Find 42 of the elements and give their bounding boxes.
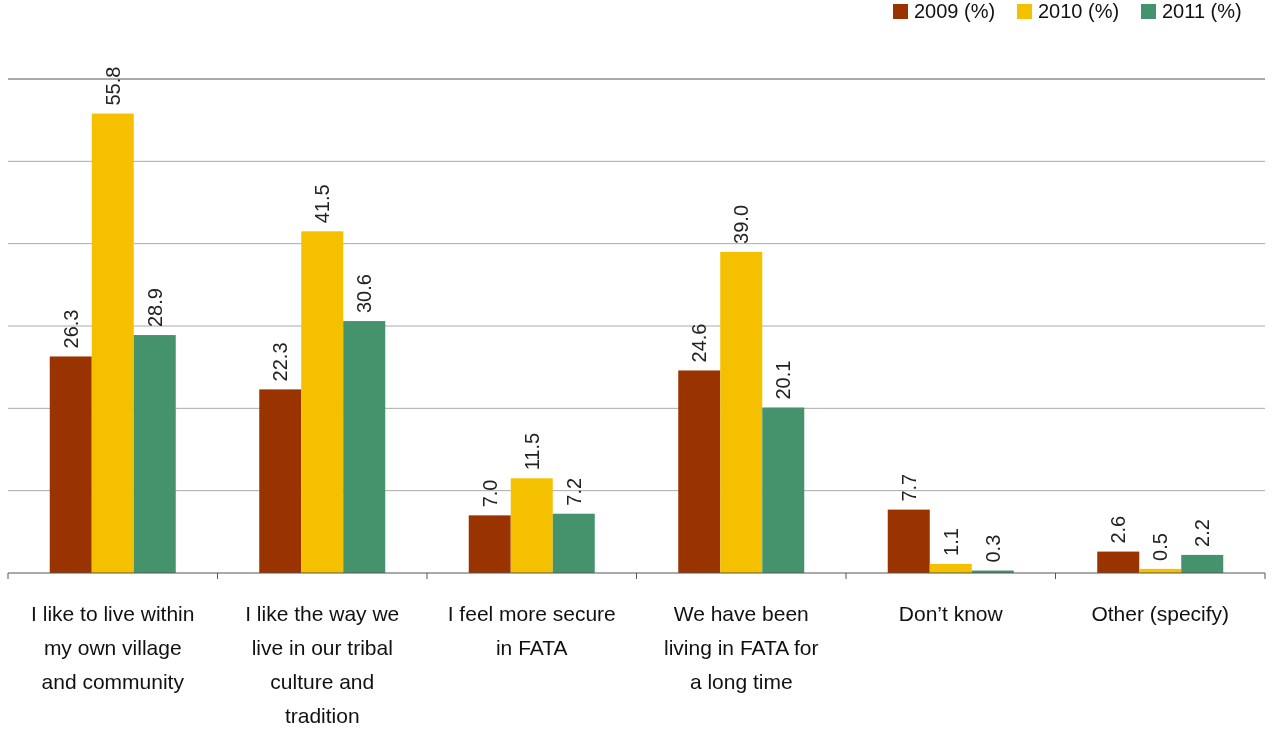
bar — [510, 478, 553, 573]
bar — [720, 251, 763, 573]
x-tick-label: I like the way we live in our tribal culture and tradition — [245, 602, 400, 727]
data-label: 30.6 — [353, 274, 376, 314]
legend-label: 2011 (%) — [1162, 0, 1242, 22]
x-tick-label: I like to live within my own village and community — [31, 602, 195, 693]
data-label: 28.9 — [143, 288, 166, 328]
legend-label: 2009 (%) — [914, 0, 996, 22]
bar — [678, 370, 721, 573]
data-label: 20.1 — [772, 360, 795, 400]
data-label: 22.3 — [269, 342, 292, 382]
data-label: 0.5 — [1149, 533, 1172, 561]
bar — [133, 335, 176, 573]
data-label: 7.2 — [562, 477, 585, 506]
bar — [552, 513, 595, 573]
bar — [762, 407, 805, 573]
x-tick-label: Other (specify) — [1091, 602, 1230, 625]
data-label: 24.6 — [688, 323, 711, 363]
data-label: 1.1 — [939, 528, 962, 556]
data-label: 55.8 — [101, 66, 124, 106]
bar — [1097, 551, 1140, 573]
legend-label: 2010 (%) — [1038, 0, 1120, 22]
bar — [301, 231, 344, 573]
data-label: 39.0 — [730, 204, 753, 244]
x-tick-label: Don’t know — [898, 602, 1004, 625]
bar — [468, 515, 511, 573]
bar — [1181, 554, 1224, 573]
data-label: 41.5 — [311, 184, 334, 224]
x-tick-label: I feel more secure in FATA — [447, 602, 616, 659]
bar — [91, 113, 134, 573]
data-label: 2.2 — [1191, 519, 1214, 547]
bar — [887, 509, 930, 573]
bar — [49, 356, 92, 573]
data-label: 26.3 — [59, 309, 82, 349]
bar — [259, 389, 302, 573]
x-tick-label: We have been living in FATA for a long time — [664, 602, 819, 693]
data-label: 0.3 — [981, 534, 1004, 563]
data-label: 7.0 — [478, 479, 501, 508]
data-label: 2.6 — [1107, 515, 1130, 544]
bar — [343, 321, 386, 573]
data-label: 7.7 — [897, 473, 920, 502]
data-label: 11.5 — [520, 432, 543, 471]
